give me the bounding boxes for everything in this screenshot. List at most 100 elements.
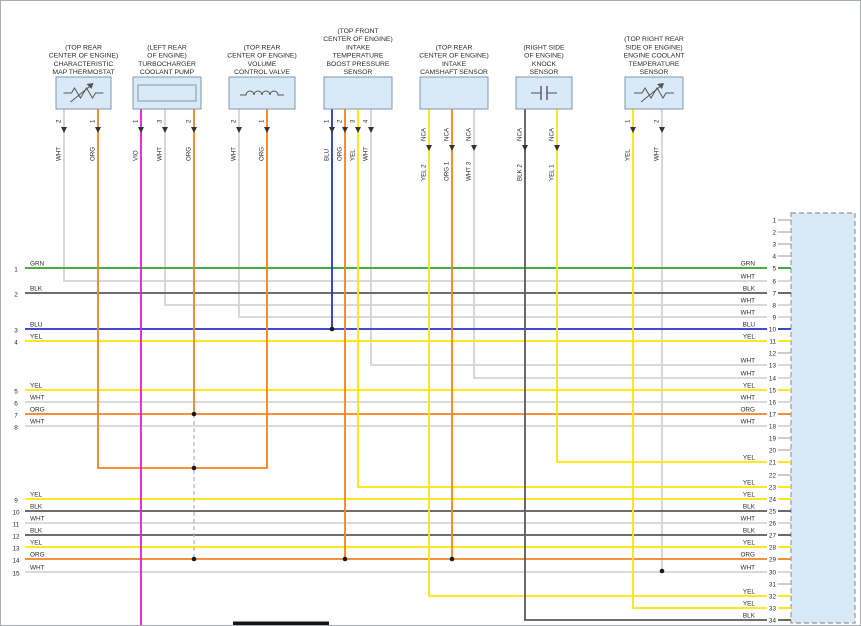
- ect-sensor-label: SIDE OF ENGINE): [625, 44, 682, 51]
- pin-number-label: 1: [259, 119, 266, 123]
- wire-stub-blk-pin34: [524, 109, 767, 621]
- inline-connector-arrow: [342, 127, 348, 133]
- pin-number-label: 1: [324, 119, 331, 123]
- pin-color-label: BLU: [324, 149, 331, 161]
- inline-connector-arrow: [191, 127, 197, 133]
- connector-pin-number: 7: [772, 291, 776, 298]
- inline-connector-arrow: [426, 145, 432, 151]
- left-row-color: BLK: [30, 504, 43, 511]
- left-row-color: ORG: [30, 407, 45, 414]
- thermistor-arrowhead: [86, 83, 94, 89]
- inline-connector-arrow: [471, 145, 477, 151]
- intake-camshaft-sensor-label: (TOP REAR: [436, 44, 473, 51]
- left-row-color: BLU: [30, 322, 43, 329]
- connector-pin-number: 1: [772, 218, 776, 225]
- thermistor-arrowhead: [657, 83, 664, 89]
- pin-color-label: VIO: [133, 150, 140, 161]
- intake-camshaft-sensor-label: CENTER OF ENGINE): [419, 53, 488, 60]
- connector-pin-number: 8: [772, 303, 776, 310]
- pin-number-label: 3: [350, 119, 357, 123]
- connector-pin-color: WHT: [740, 358, 755, 365]
- junction-dot: [659, 568, 665, 574]
- connector-pin-number: 29: [769, 557, 777, 564]
- inline-connector-arrow: [630, 127, 636, 133]
- junction-dot: [191, 411, 197, 417]
- turbo-coolant-pump-label: COOLANT PUMP: [140, 69, 195, 76]
- turbo-coolant-pump-label: (LEFT REAR: [147, 44, 187, 51]
- left-row-color: WHT: [30, 395, 45, 402]
- wire-stub-wht-pin9: [238, 109, 767, 318]
- connector-pin-number: 34: [769, 618, 777, 625]
- pin-color-label: WHT: [157, 147, 164, 161]
- pin-number-label: 2: [186, 119, 193, 123]
- connector-pin-color: WHT: [740, 298, 755, 305]
- pin-color-label: ORG 1: [444, 161, 451, 181]
- connector-pin-number: 25: [769, 509, 777, 516]
- connector-pin-number: 3: [772, 242, 776, 249]
- left-row-color: WHT: [30, 565, 45, 572]
- knock-sensor-box: [515, 76, 573, 110]
- connector-pin-color: BLK: [743, 528, 756, 535]
- pin-number-label: 2: [56, 119, 63, 123]
- left-row-color: YEL: [30, 383, 43, 390]
- ecm-connector: [790, 212, 856, 624]
- inline-connector-arrow: [138, 127, 144, 133]
- connector-pin-number: 19: [769, 436, 777, 443]
- ect-sensor-label: SENSOR: [640, 69, 669, 76]
- wire-stub-yel-pin32: [428, 109, 767, 597]
- connector-pin-color: YEL: [743, 540, 756, 547]
- junction-dot: [449, 556, 455, 562]
- inline-connector-arrow: [659, 127, 665, 133]
- wire-stub-yel-pin21: [556, 109, 767, 463]
- boost-pressure-sensor-label: TEMPERATURE: [333, 53, 384, 60]
- pin-color-label: ORG: [90, 147, 97, 161]
- left-row-color: YEL: [30, 540, 43, 547]
- connector-pin-color: YEL: [743, 601, 756, 608]
- connector-pin-number: 14: [769, 376, 777, 383]
- left-row-number: 1: [14, 267, 18, 274]
- boost-pressure-sensor-label: BOOST PRESSURE: [327, 61, 390, 68]
- junction-dot: [329, 326, 335, 332]
- connector-pin-color: WHT: [740, 371, 755, 378]
- connector-pin-number: 23: [769, 485, 777, 492]
- connector-pin-number: 31: [769, 582, 777, 589]
- left-row-color: BLK: [30, 528, 43, 535]
- knock-sensor-label: OF ENGINE): [524, 53, 564, 60]
- inline-connector-arrow: [162, 127, 168, 133]
- connector-pin-number: 20: [769, 448, 777, 455]
- junction-dot: [191, 556, 197, 562]
- pin-number-label: 2: [654, 119, 661, 123]
- connector-pin-color: YEL: [743, 383, 756, 390]
- pin-color-label: WHT: [56, 147, 63, 161]
- left-row-color: YEL: [30, 492, 43, 499]
- knock-sensor-label: SENSOR: [530, 69, 559, 76]
- pin-number-label: 1: [133, 119, 140, 123]
- connector-pin-color: BLU: [743, 322, 756, 329]
- knock-sensor-label: KNOCK: [532, 61, 557, 68]
- inline-connector-arrow: [554, 145, 560, 151]
- inline-connector-arrow: [236, 127, 242, 133]
- left-row-number: 15: [12, 571, 20, 578]
- boost-pressure-sensor-box: [323, 76, 393, 110]
- connector-pin-number: 16: [769, 400, 777, 407]
- left-row-color: GRN: [30, 261, 45, 268]
- connector-pin-color: YEL: [743, 455, 756, 462]
- pin-color-label: ORG: [186, 147, 193, 161]
- pump-symbol: [137, 84, 197, 102]
- left-row-number: 4: [14, 340, 18, 347]
- wire-stub-wht-pin13: [370, 109, 767, 366]
- inline-connector-arrow: [449, 145, 455, 151]
- junction-dot: [191, 465, 197, 471]
- left-row-number: 10: [12, 510, 20, 517]
- connector-pin-number: 15: [769, 388, 777, 395]
- wire-org-bus: [97, 109, 268, 469]
- left-row-number: 11: [13, 522, 20, 529]
- connector-pin-color: YEL: [743, 480, 756, 487]
- left-row-color: ORG: [30, 552, 45, 559]
- left-row-number: 13: [12, 546, 20, 553]
- volume-control-valve-label: CENTER OF ENGINE): [227, 53, 296, 60]
- connector-pin-color: WHT: [740, 419, 755, 426]
- volume-control-valve-label: CONTROL VALVE: [234, 69, 290, 76]
- left-row-number: 12: [12, 534, 20, 541]
